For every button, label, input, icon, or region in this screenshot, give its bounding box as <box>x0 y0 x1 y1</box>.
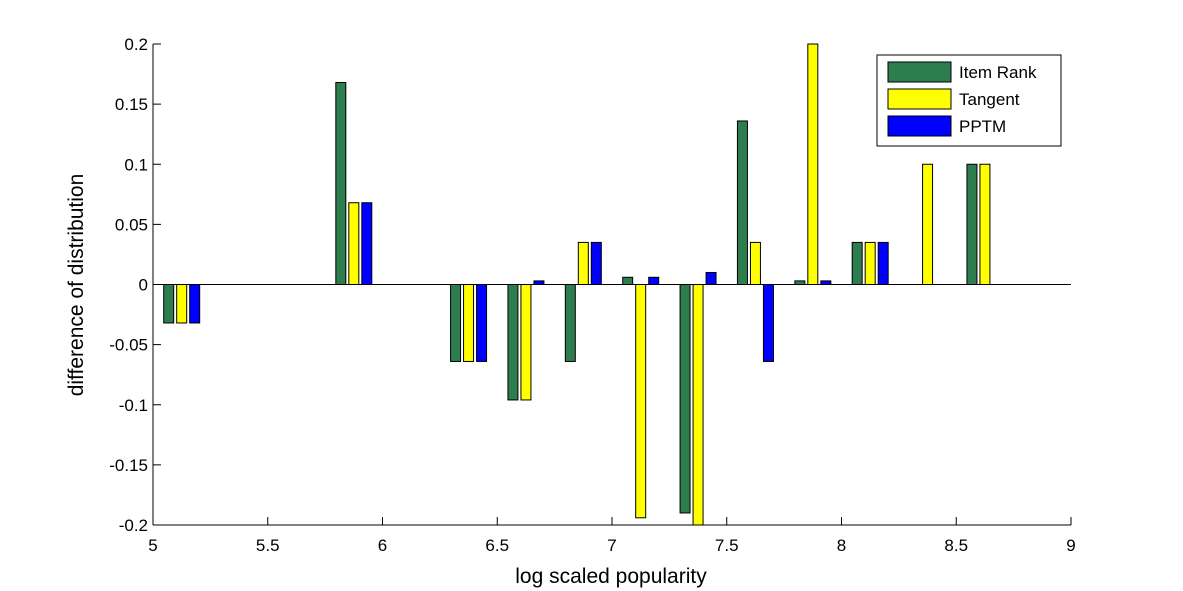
bar-pptm-5 <box>648 276 660 286</box>
bar-item-rank-6 <box>679 284 691 514</box>
y-tick-label: 0.05 <box>115 215 148 234</box>
bar-item-rank-7 <box>736 120 748 285</box>
bar-pptm-0 <box>189 284 201 324</box>
bar-tangent-6 <box>692 284 704 526</box>
y-tick-label: 0.2 <box>124 35 148 54</box>
bar-tangent-3 <box>520 284 532 401</box>
legend-label-pptm: PPTM <box>959 117 1006 136</box>
y-ticks: -0.2 -0.15 -0.1 -0.05 0 0.05 0.1 0.15 0.2 <box>109 35 161 535</box>
bar-tangent-1 <box>348 202 360 285</box>
bar-pptm-2 <box>476 284 488 362</box>
y-tick-label: -0.2 <box>119 516 148 535</box>
bars-group <box>163 43 991 526</box>
x-tick-label: 5.5 <box>256 536 280 555</box>
y-tick-label: -0.15 <box>109 456 148 475</box>
x-tick-label: 8.5 <box>944 536 968 555</box>
x-tick-label: 7.5 <box>715 536 739 555</box>
bar-item-rank-11 <box>966 163 978 285</box>
bar-item-rank-9 <box>851 241 863 286</box>
x-tick-label: 5 <box>148 536 157 555</box>
y-tick-label: -0.1 <box>119 396 148 415</box>
bar-pptm-3 <box>533 280 545 285</box>
bar-tangent-11 <box>979 163 991 285</box>
y-tick-label: 0.1 <box>124 155 148 174</box>
bar-tangent-2 <box>463 284 475 362</box>
bar-item-rank-3 <box>507 284 519 401</box>
bar-tangent-8 <box>807 43 819 285</box>
legend-label-item-rank: Item Rank <box>959 63 1037 82</box>
x-tick-label: 9 <box>1066 536 1075 555</box>
x-tick-label: 7 <box>607 536 616 555</box>
bar-tangent-4 <box>577 241 589 286</box>
y-tick-label: 0.15 <box>115 95 148 114</box>
x-ticks: 5 5.5 6 6.5 7 7.5 8 8.5 9 <box>148 517 1076 555</box>
bar-item-rank-1 <box>335 81 347 286</box>
bar-tangent-10 <box>922 163 934 285</box>
bar-tangent-7 <box>749 241 761 286</box>
x-tick-label: 6 <box>378 536 387 555</box>
y-axis-title: difference of distribution <box>65 174 88 397</box>
legend-swatch-tangent <box>887 88 952 110</box>
bar-pptm-1 <box>361 202 373 285</box>
y-tick-label: 0 <box>139 276 148 295</box>
bar-item-rank-0 <box>163 284 175 324</box>
bar-pptm-4 <box>590 241 602 286</box>
legend-label-tangent: Tangent <box>959 90 1020 109</box>
bar-item-rank-5 <box>622 276 634 286</box>
x-axis-title: log scaled popularity <box>515 565 707 588</box>
legend: Item Rank Tangent PPTM <box>876 54 1062 147</box>
bar-tangent-0 <box>176 284 188 324</box>
bar-pptm-8 <box>820 280 832 285</box>
legend-swatch-item-rank <box>887 61 952 83</box>
bar-tangent-9 <box>864 241 876 286</box>
legend-swatch-pptm <box>887 115 952 137</box>
bar-pptm-9 <box>877 241 889 286</box>
x-tick-label: 8 <box>837 536 846 555</box>
bar-item-rank-2 <box>450 284 462 362</box>
bar-item-rank-4 <box>564 284 576 362</box>
bar-tangent-5 <box>635 284 647 519</box>
bar-pptm-6 <box>705 271 717 286</box>
x-tick-label: 6.5 <box>485 536 509 555</box>
bar-item-rank-8 <box>794 280 806 285</box>
y-tick-label: -0.05 <box>109 336 148 355</box>
bar-pptm-7 <box>762 284 774 362</box>
